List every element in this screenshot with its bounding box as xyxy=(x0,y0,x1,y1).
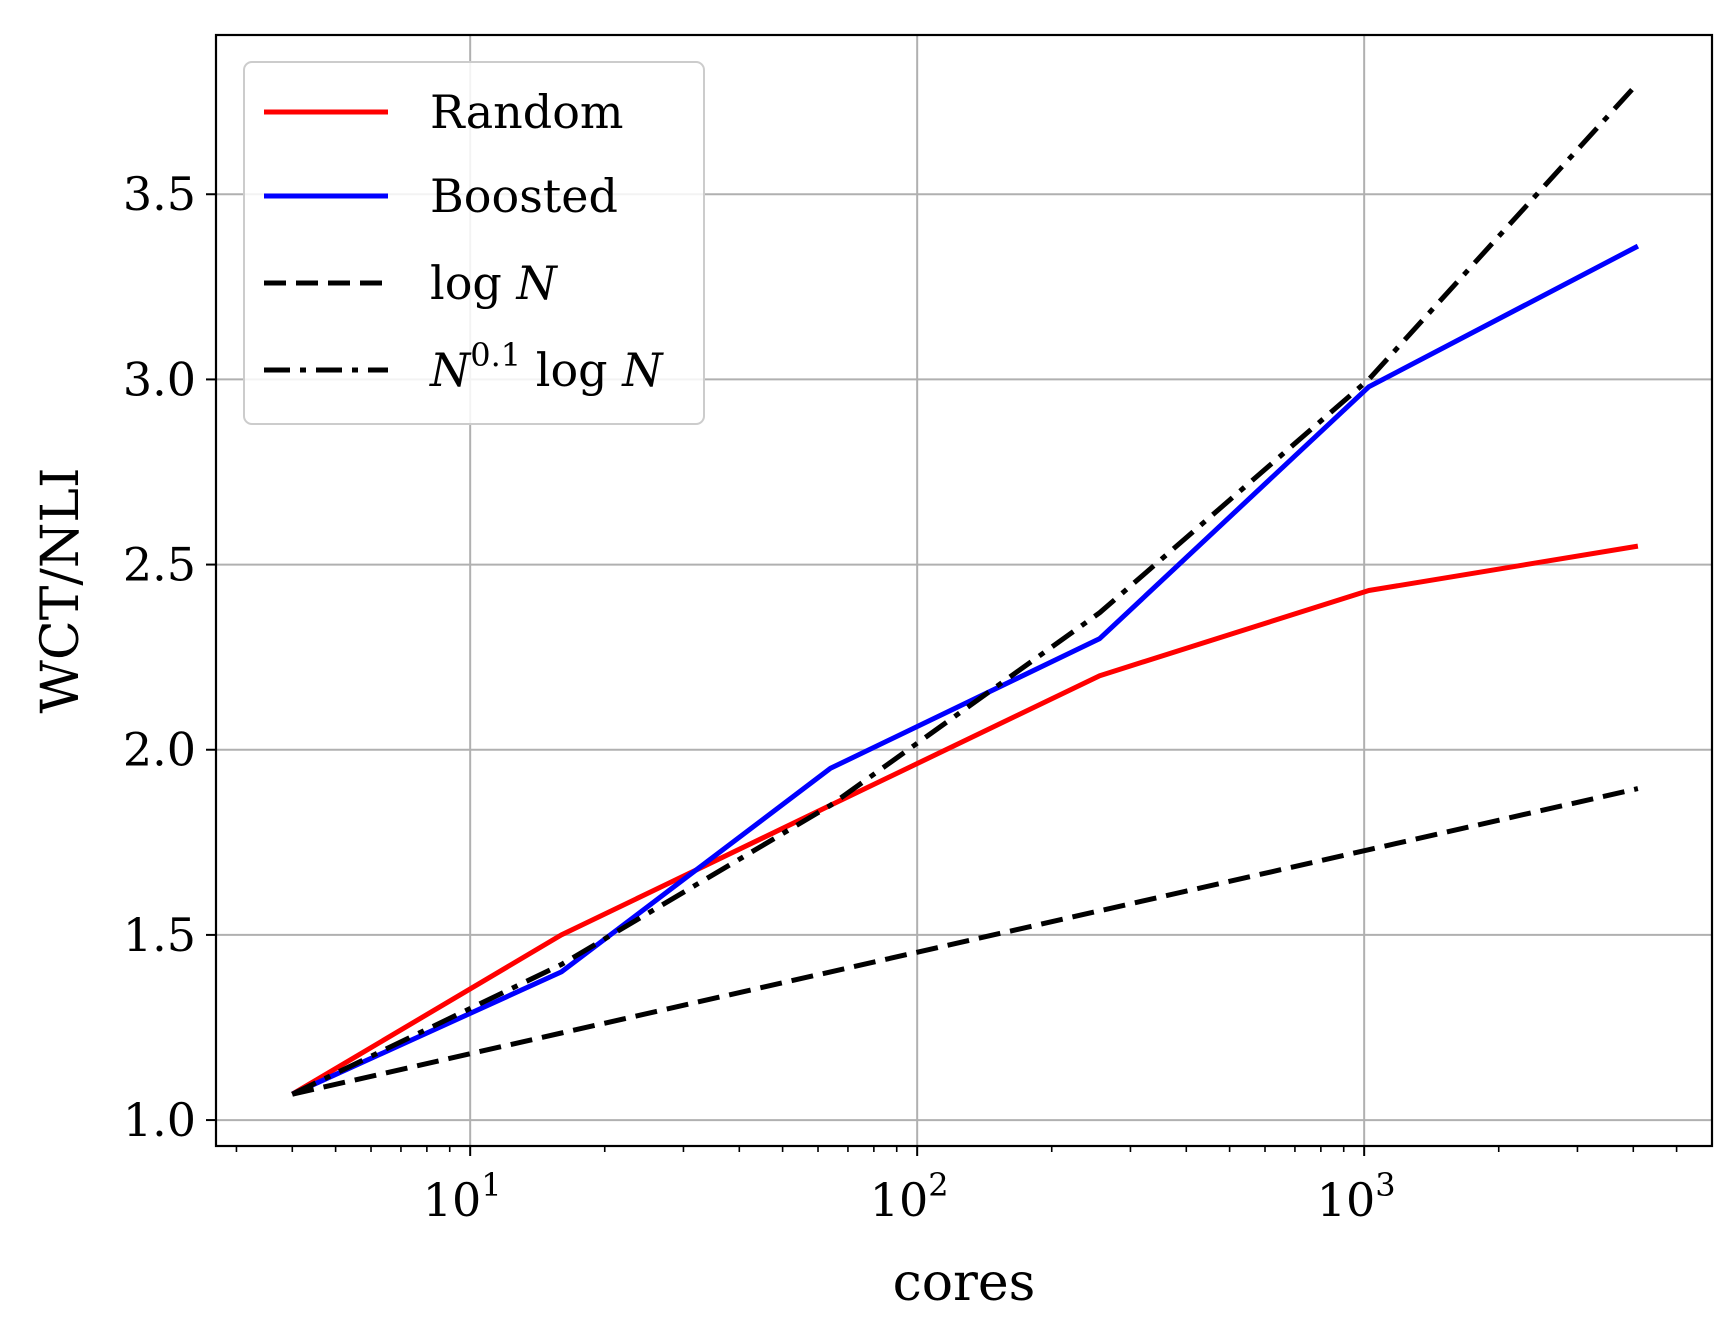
series-line-1 xyxy=(291,243,1640,1097)
y-tick-label-5: 3.5 xyxy=(123,167,196,221)
x-tick-label-base-0: 10 xyxy=(423,1173,482,1227)
axes-frame xyxy=(214,33,1714,1148)
legend-label-part-2-0: log xyxy=(430,256,516,310)
series-line-2 xyxy=(291,786,1639,1097)
y-tick-label-0: 1.0 xyxy=(123,1093,196,1147)
y-tick-label-2: 2.0 xyxy=(123,723,196,777)
series-line-0 xyxy=(291,543,1639,1097)
y-axis-label: WCT/NLI xyxy=(31,467,91,713)
legend-label-part-2-1: N xyxy=(515,256,558,310)
y-tick-label-3: 2.5 xyxy=(123,538,196,592)
legend-label-part-3-2: log xyxy=(521,343,622,397)
x-tick-label-0: 101 xyxy=(423,1166,502,1227)
legend-label-part-1-0: Boosted xyxy=(430,169,618,223)
x-tick-label-base-2: 10 xyxy=(1317,1173,1376,1227)
x-tick-label-2: 103 xyxy=(1317,1166,1396,1227)
x-tick-label-exponent-2: 3 xyxy=(1375,1166,1395,1204)
legend-label-part-3-0: N xyxy=(429,343,472,397)
legend-box xyxy=(243,61,705,425)
grid xyxy=(216,35,1712,1146)
legend-label-part-3-3: N xyxy=(621,343,664,397)
series-line-3 xyxy=(291,81,1640,1097)
legend-label-0: Random xyxy=(430,85,624,139)
x-tick-label-base-1: 10 xyxy=(870,1173,929,1227)
legend-label-1: Boosted xyxy=(430,169,618,223)
legend-label-3: N0.1 log N xyxy=(429,336,664,397)
y-tick-label-4: 3.0 xyxy=(123,352,196,406)
x-tick-label-exponent-1: 2 xyxy=(928,1166,948,1204)
legend-label-part-0-0: Random xyxy=(430,85,624,139)
y-tick-label-1: 1.5 xyxy=(123,908,196,962)
legend-label-part-3-1: 0.1 xyxy=(470,336,521,374)
series-layer xyxy=(291,81,1640,1097)
x-tick-label-1: 102 xyxy=(870,1166,949,1227)
x-tick-label-exponent-0: 1 xyxy=(481,1166,501,1204)
x-axis-label: cores xyxy=(893,1253,1036,1313)
legend-label-2: log N xyxy=(430,256,558,310)
